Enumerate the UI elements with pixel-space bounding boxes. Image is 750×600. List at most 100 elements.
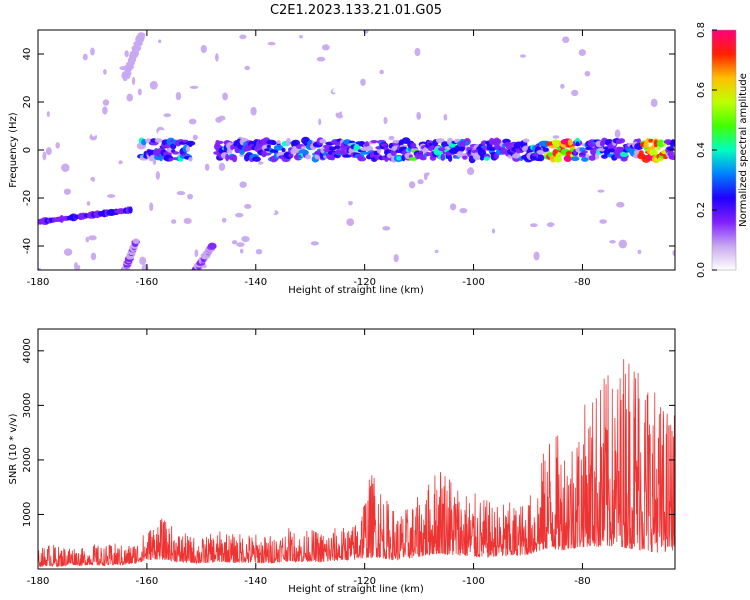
- spectrogram-x-tick-label: -120: [353, 277, 376, 288]
- heatmap-cell: [106, 194, 116, 198]
- heatmap-cell: [245, 260, 254, 266]
- heatmap-cell: [60, 150, 68, 156]
- heatmap-cell: [241, 60, 246, 69]
- heatmap-cell: [306, 247, 314, 256]
- heatmap-cell: [244, 243, 249, 250]
- heatmap-cell: [78, 196, 86, 203]
- heatmap-cell: [154, 138, 163, 143]
- heatmap-cell: [250, 106, 257, 116]
- heatmap-cell: [280, 105, 285, 113]
- heatmap-cell: [137, 60, 145, 64]
- heatmap-cell: [188, 58, 193, 67]
- heatmap-cell: [153, 210, 162, 217]
- heatmap-cell: [231, 154, 238, 163]
- snr-x-tick-label: -120: [353, 576, 376, 587]
- heatmap-cell: [282, 175, 287, 184]
- heatmap-cell: [318, 176, 327, 180]
- colorbar-tick-label: 0.4: [696, 142, 707, 158]
- heatmap-cell: [267, 41, 276, 46]
- heatmap-cell: [38, 141, 44, 151]
- heatmap-cell: [106, 118, 112, 128]
- spectrogram-y-tick-label: 0: [22, 147, 33, 153]
- heatmap-cell: [434, 249, 439, 254]
- heatmap-cell: [343, 206, 348, 211]
- heatmap-cell: [239, 149, 245, 155]
- heatmap-cell: [118, 47, 123, 56]
- heatmap-cell: [176, 191, 186, 196]
- heatmap-cell: [261, 152, 272, 156]
- heatmap-cell: [613, 188, 620, 194]
- heatmap-cell: [393, 254, 399, 263]
- heatmap-cell: [567, 139, 573, 146]
- heatmap-cell: [609, 239, 616, 244]
- heatmap-cell: [302, 75, 307, 85]
- heatmap-cell: [221, 217, 227, 223]
- heatmap-cell: [194, 249, 199, 258]
- heatmap-cell: [39, 107, 48, 116]
- heatmap-cell: [100, 198, 106, 208]
- heatmap-cell: [638, 150, 644, 156]
- heatmap-cell: [160, 30, 169, 35]
- heatmap-cell: [377, 52, 383, 61]
- heatmap-cell: [134, 95, 144, 102]
- heatmap-cell: [170, 143, 177, 150]
- heatmap-cell: [428, 172, 435, 182]
- heatmap-cell: [612, 119, 618, 128]
- snr-x-tick-label: -80: [574, 576, 590, 587]
- snr-x-tick-label: -100: [462, 576, 485, 587]
- heatmap-cell: [96, 123, 106, 130]
- heatmap-cell: [72, 34, 77, 39]
- heatmap-cell: [189, 85, 199, 89]
- heatmap-cell: [458, 146, 467, 150]
- heatmap-cell: [382, 50, 392, 55]
- heatmap-cell: [522, 138, 530, 143]
- heatmap-cell: [52, 106, 59, 111]
- heatmap-cell: [165, 232, 175, 239]
- heatmap-cell: [239, 257, 248, 262]
- heatmap-cell: [78, 234, 87, 241]
- heatmap-cell: [273, 144, 284, 151]
- heatmap-cell: [244, 65, 250, 71]
- heatmap-cell: [408, 181, 416, 189]
- heatmap-cell: [160, 105, 164, 110]
- heatmap-cell: [112, 58, 117, 68]
- heatmap-cell: [44, 117, 50, 123]
- heatmap-cell: [497, 78, 505, 85]
- heatmap-cell: [537, 154, 545, 162]
- heatmap-cell: [137, 32, 146, 38]
- heatmap-cell: [216, 140, 224, 145]
- heatmap-cell: [358, 217, 365, 223]
- heatmap-cell: [192, 134, 198, 141]
- heatmap-cell: [266, 144, 272, 149]
- heatmap-cell: [194, 226, 202, 235]
- snr-y-tick-label: 4000: [22, 338, 33, 363]
- heatmap-cell: [106, 152, 112, 162]
- heatmap-cell: [431, 190, 440, 197]
- heatmap-cell: [52, 47, 59, 56]
- heatmap-cell: [360, 151, 369, 155]
- heatmap-cell: [435, 100, 445, 109]
- heatmap-cell: [483, 156, 491, 161]
- heatmap-cell: [212, 205, 221, 210]
- heatmap-cell: [319, 139, 327, 144]
- heatmap-cell: [117, 38, 123, 47]
- heatmap-cell: [578, 154, 587, 158]
- heatmap-cell: [269, 187, 278, 194]
- heatmap-cell: [321, 44, 330, 51]
- heatmap-cell: [105, 126, 113, 131]
- heatmap-cell: [380, 143, 388, 147]
- heatmap-cell: [382, 226, 391, 231]
- heatmap-cell: [126, 117, 133, 125]
- heatmap-cell: [639, 59, 644, 67]
- heatmap-cell: [115, 152, 125, 157]
- heatmap-cell: [471, 201, 476, 208]
- heatmap-cell: [190, 179, 199, 185]
- heatmap-cell: [628, 253, 634, 259]
- heatmap-cell: [667, 149, 674, 158]
- heatmap-cell: [199, 90, 204, 94]
- heatmap-cell: [461, 79, 471, 86]
- heatmap-cell: [367, 85, 375, 93]
- heatmap-cell: [38, 65, 45, 71]
- spectrogram-x-tick-label: -100: [462, 277, 485, 288]
- heatmap-cell: [228, 221, 232, 230]
